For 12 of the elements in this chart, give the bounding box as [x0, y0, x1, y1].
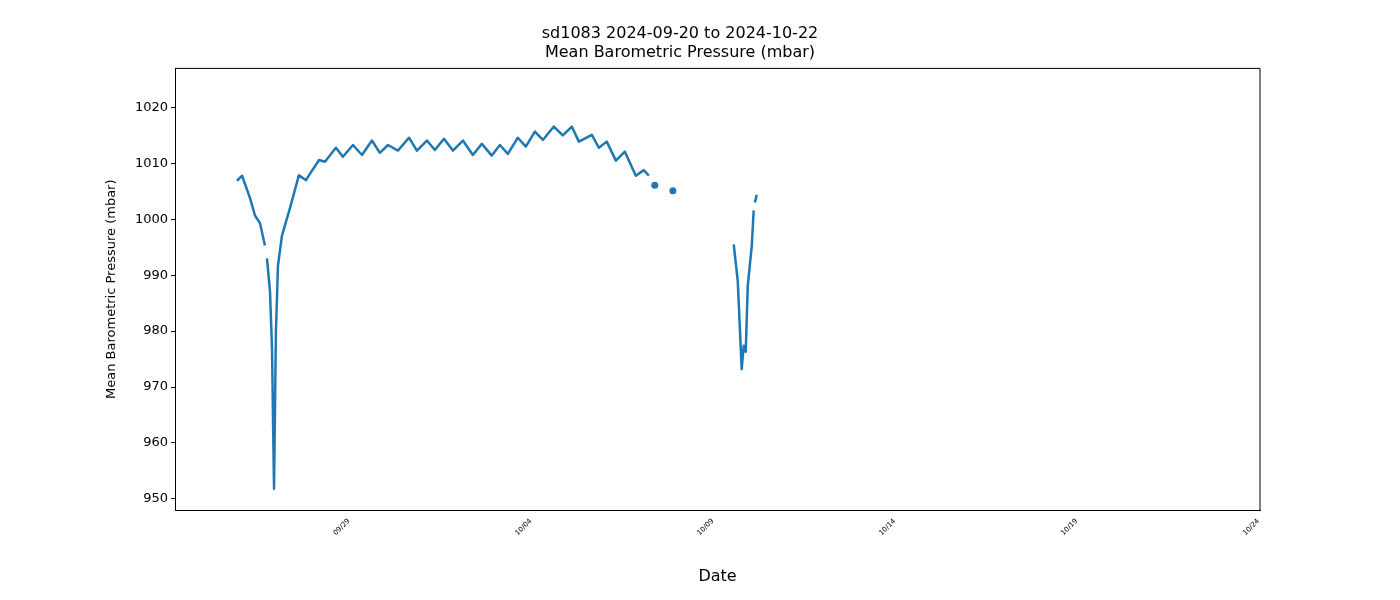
- y-tick-label: 1020: [134, 98, 168, 114]
- y-tick-label: 970: [143, 378, 168, 394]
- x-axis-title: Date: [698, 565, 737, 585]
- y-axis-title: Mean Barometric Pressure (mbar): [103, 179, 119, 399]
- chart-subtitle: Mean Barometric Pressure (mbar): [544, 41, 816, 61]
- y-tick-label: 960: [143, 434, 168, 450]
- y-tick-label: 950: [143, 490, 168, 506]
- y-tick-label: 1010: [134, 154, 168, 170]
- y-tick-label: 990: [143, 266, 168, 282]
- y-tick-label: 1000: [134, 210, 168, 226]
- y-tick-label: 980: [143, 322, 168, 338]
- chart-title: sd1083 2024-09-20 to 2024-10-22: [541, 22, 819, 42]
